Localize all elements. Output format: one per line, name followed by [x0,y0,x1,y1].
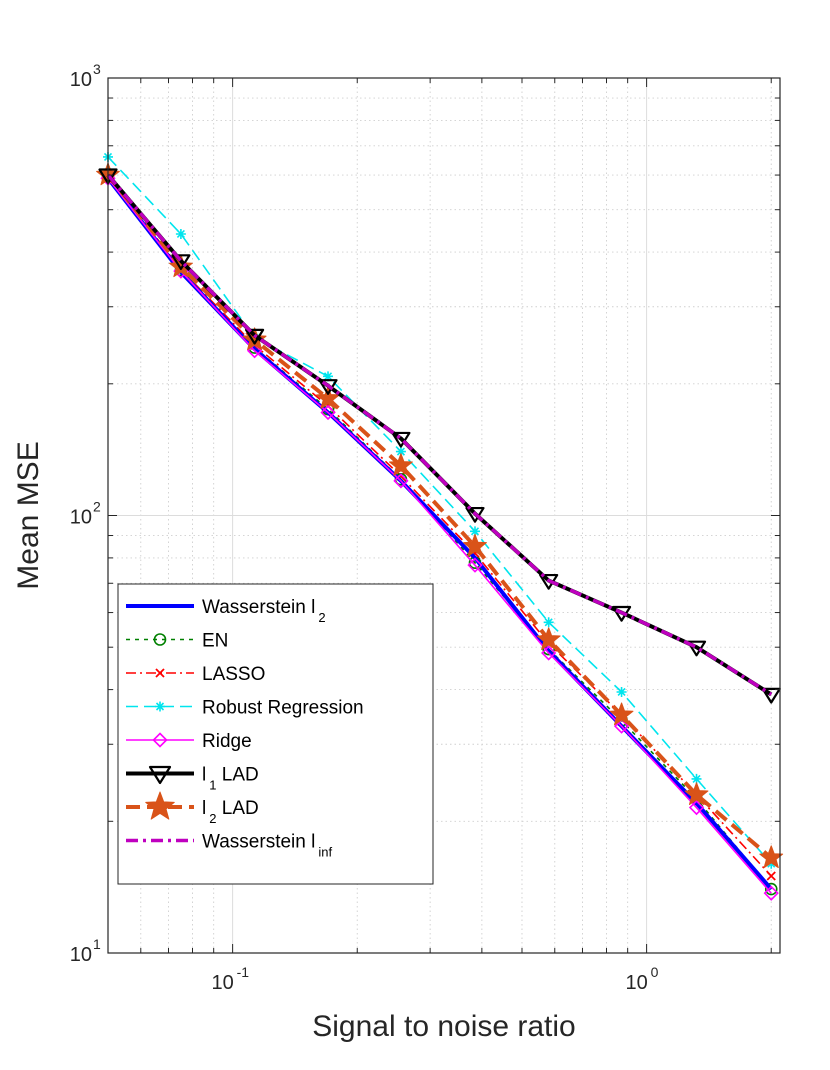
legend-label-en: EN [202,631,228,652]
data-point-l2lad [389,453,413,476]
data-point-en [764,882,778,896]
data-point-l2lad [316,386,340,409]
legend-item-lasso: LASSO [126,664,265,685]
series-l2lad [96,162,784,869]
data-point-robust [395,446,406,457]
data-point-robust [323,371,334,382]
data-point-robust [616,686,627,697]
x-tick-label: 10 [211,972,233,994]
data-point-robust [469,526,480,537]
data-point-l1lad [171,254,191,271]
y-tick-exponent: 1 [93,936,101,952]
x-axis-title: Signal to noise ratio [312,1010,576,1043]
series-line-ridge [107,177,772,894]
y-tick-label: 10 [70,507,92,529]
legend-marker-robust [155,701,165,712]
data-point-ridge [763,885,779,901]
data-point-ridge [541,645,557,661]
data-point-l1lad [465,506,485,523]
x-tick-label: 10 [625,972,647,994]
data-point-l2lad [536,627,561,650]
series-line-robust [107,156,772,865]
data-point-l2lad [168,254,193,278]
data-point-robust [691,773,702,784]
data-point-ridge [393,473,409,489]
data-point-lasso [766,871,776,881]
data-point-ridge [320,404,336,421]
legend-marker-l1lad [148,765,172,785]
legend: Wasserstein l 2 EN LASSO Robust Regression Ri… [117,583,434,885]
data-point-l1lad [391,431,411,448]
y-tick-exponent: 3 [93,61,101,77]
x-tick-exponent: 0 [651,964,659,980]
series-ridge [100,170,779,901]
legend-item-ridge: Ridge [126,731,252,752]
legend-item-en: EN [126,631,228,652]
data-point-l2lad [684,782,709,805]
data-point-l2lad [463,533,487,557]
data-point-ridge [246,343,263,359]
x-tick-exponent: -1 [237,964,250,980]
series-line-l1lad [106,173,773,697]
y-tick-exponent: 2 [93,499,101,515]
legend-label-winf: Wasserstein l inf [202,832,332,860]
y-axis-title: Mean MSE [12,441,45,589]
data-point-ridge [688,799,705,816]
series-line-l2lad [106,173,773,860]
y-tick-label: 10 [70,69,92,91]
legend-marker-en [153,633,167,646]
y-tick-label: 10 [70,944,92,966]
legend-label-robust: Robust Regression [202,698,364,719]
legend-box [117,583,434,885]
legend-label-ridge: Ridge [202,731,252,752]
data-point-l2lad [242,327,267,351]
legend-marker-l2lad [145,791,175,820]
legend-label-lasso: LASSO [202,664,265,685]
series-lines [96,151,784,901]
data-point-l2lad [609,702,634,726]
legend-marker-ridge [152,732,168,748]
data-point-robust [543,617,554,628]
data-point-l1lad [761,687,781,704]
legend-item-robust: Robust Regression [126,698,364,719]
legend-item-winf: Wasserstein l inf [126,832,332,860]
data-point-robust [175,228,186,239]
legend-marker-lasso [155,668,165,678]
data-point-ridge [467,557,483,573]
data-point-ridge [613,718,630,734]
data-point-robust [766,858,777,869]
data-point-l1lad [244,328,265,345]
